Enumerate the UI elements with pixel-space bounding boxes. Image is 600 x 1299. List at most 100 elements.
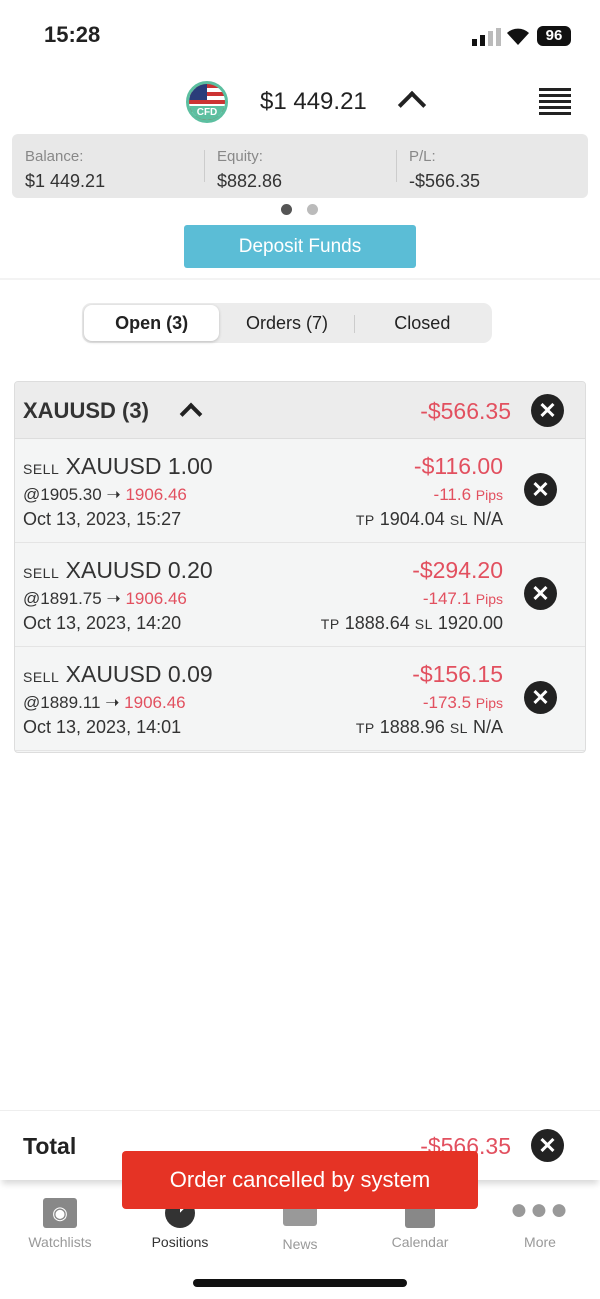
value: -$566.35 [409,171,481,191]
pips-unit: Pips [475,695,503,711]
side: SELL [23,565,60,581]
bottom-nav: ◉ Watchlists Positions News Calendar ●●● M… [0,1180,600,1260]
open-date: Oct 13, 2023, 14:01 [23,717,182,737]
position-title: SELL XAUUSD 1.00 [23,453,213,480]
side: SELL [23,461,60,477]
arrow-icon: ➝ [106,485,121,504]
label: News [282,1236,318,1252]
tp-label: TP [355,720,375,736]
eye-icon: ◉ [0,1198,120,1228]
close-position-icon[interactable]: ✕ [524,577,557,610]
position-row[interactable]: SELL XAUUSD 1.00 @1905.30 ➝ 1906.46 Oct … [15,439,585,543]
tab-closed[interactable]: Closed [394,313,451,333]
value: $882.86 [217,171,283,191]
pips: -147.1 Pips [423,589,503,609]
account-summary[interactable]: Balance: $1 449.21 Equity: $882.86 P/L: -$5… [12,134,588,198]
nav-more[interactable]: ●●● More [480,1180,600,1260]
price-line: @1891.75 ➝ 1906.46 [23,589,187,609]
close-position-icon[interactable]: ✕ [524,473,557,506]
wifi-icon [507,28,529,45]
chevron-up-icon[interactable] [397,90,427,120]
account-flag-icon[interactable]: CFD [186,81,228,123]
menu-icon[interactable] [539,88,571,118]
position-title: SELL XAUUSD 0.20 [23,557,213,584]
label: Balance: [25,148,84,165]
cfd-label: CFD [189,106,225,120]
label: Calendar [391,1234,449,1250]
sl-label: SL [414,616,433,632]
close-position-icon[interactable]: ✕ [524,681,557,714]
summary-balance: Balance: $1 449.21 [12,134,204,198]
open-price: @1889.11 [23,693,101,712]
tp-value: 1888.64 [344,613,410,633]
tab-orders[interactable]: Orders (7) [219,305,355,341]
current-price: 1906.46 [125,485,187,504]
label: Equity: [217,148,263,165]
sl-label: SL [449,720,468,736]
pips: -173.5 Pips [423,693,503,713]
price-line: @1905.30 ➝ 1906.46 [23,485,187,505]
sl-value: N/A [472,509,503,529]
position-pl: -$116.00 [413,453,503,479]
summary-equity: Equity: $882.86 [204,134,396,198]
sl-value: N/A [472,717,503,737]
total-label: Total [23,1133,77,1159]
close-all-icon[interactable]: ✕ [531,394,564,427]
label: P/L: [409,148,436,165]
status-time: 15:28 [44,22,101,47]
label: Watchlists [28,1234,92,1250]
battery-indicator: 96 [537,26,571,46]
open-price: @1905.30 [23,485,102,504]
tp-value: 1888.96 [379,717,445,737]
position-row[interactable]: SELL XAUUSD 0.20 @1891.75 ➝ 1906.46 Oct … [15,543,585,647]
position-row[interactable]: SELL XAUUSD 0.09 @1889.11 ➝ 1906.46 Oct … [15,647,585,751]
divider [0,278,600,280]
account-balance-title[interactable]: $1 449.21 [260,88,367,115]
page-dot[interactable] [307,204,318,215]
group-header[interactable]: XAUUSD (3) -$566.35 ✕ [15,382,585,439]
pips-unit: Pips [475,487,503,503]
side: SELL [23,669,60,685]
open-date: Oct 13, 2023, 14:20 [23,613,182,633]
open-date: Oct 13, 2023, 15:27 [23,509,182,529]
summary-pl: P/L: -$566.35 [396,134,588,198]
signal-icon [472,28,501,46]
value: $1 449.21 [25,171,106,191]
tp-sl: TP 1888.64 SL 1920.00 [321,613,503,634]
pips: -11.6 Pips [434,485,503,505]
symbol: XAUUSD 1.00 [65,453,213,479]
symbol: XAUUSD 0.20 [65,557,213,583]
group-title: XAUUSD (3) [23,398,149,423]
tp-sl: TP 1888.96 SL N/A [356,717,503,738]
label: Positions [151,1234,209,1250]
arrow-icon: ➝ [105,693,120,712]
pips-unit: Pips [475,591,503,607]
more-dots-icon: ●●● [509,1193,571,1226]
price-line: @1889.11 ➝ 1906.46 [23,693,186,713]
position-pl: -$156.15 [412,661,503,687]
toast-notification: Order cancelled by system [122,1151,478,1209]
nav-watchlists[interactable]: ◉ Watchlists [0,1180,120,1260]
sl-value: 1920.00 [437,613,503,633]
page-dot-active[interactable] [281,204,292,215]
sl-label: SL [449,512,468,528]
position-pl: -$294.20 [412,557,503,583]
tp-label: TP [355,512,375,528]
current-price: 1906.46 [125,589,187,608]
pips-value: -11.6 [433,485,472,504]
position-group: XAUUSD (3) -$566.35 ✕ SELL XAUUSD 1.00 @… [14,381,586,753]
tp-label: TP [320,616,340,632]
chevron-up-icon[interactable] [179,402,203,426]
positions-segmented-control: Open (3) Orders (7) Closed [82,303,492,343]
tp-sl: TP 1904.04 SL N/A [356,509,503,530]
group-pl: -$566.35 [420,398,511,424]
pips-value: -173.5 [422,693,472,712]
tab-open[interactable]: Open (3) [84,305,220,341]
home-indicator[interactable] [193,1279,407,1287]
position-title: SELL XAUUSD 0.09 [23,661,213,688]
deposit-funds-button[interactable]: Deposit Funds [184,225,416,268]
current-price: 1906.46 [124,693,186,712]
symbol: XAUUSD 0.09 [65,661,213,687]
label: More [524,1234,556,1250]
close-all-positions-icon[interactable]: ✕ [531,1129,564,1162]
